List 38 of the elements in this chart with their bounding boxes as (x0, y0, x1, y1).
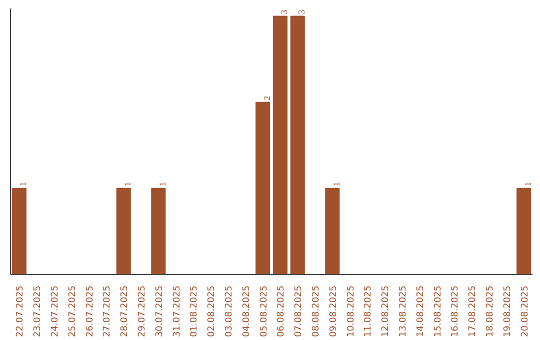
x-tick-label: 05.08.2025 (259, 286, 270, 338)
x-tick-label: 29.07.2025 (138, 286, 148, 338)
data-label: 1 (522, 182, 533, 186)
data-label: 1 (122, 182, 133, 186)
x-tick-label: 16.08.2025 (450, 286, 461, 338)
x-tick-label: 06.08.2025 (276, 286, 287, 338)
x-tick-label: 08.08.2025 (312, 286, 322, 338)
x-tick-label: 03.08.2025 (224, 286, 234, 338)
data-label: 1 (331, 182, 342, 186)
x-tick-label: 11.08.2025 (364, 286, 374, 338)
x-tick-label: 22.07.2025 (16, 286, 26, 338)
x-tick-label: 07.08.2025 (294, 286, 304, 338)
x-tick-label: 26.07.2025 (85, 286, 96, 338)
x-tick-label: 14.08.2025 (416, 286, 426, 338)
x-tick-label: 30.07.2025 (154, 286, 165, 338)
x-tick-label: 27.07.2025 (102, 286, 113, 338)
data-label: 3 (279, 9, 290, 14)
x-tick-label: 31.07.2025 (172, 286, 182, 338)
x-tick-label: 02.08.2025 (207, 286, 218, 338)
x-tick-label: 12.08.2025 (381, 286, 392, 338)
data-label: 3 (296, 9, 307, 14)
x-tick-label: 15.08.2025 (433, 286, 444, 338)
x-tick-label: 19.08.2025 (502, 286, 513, 338)
data-label: 1 (18, 182, 28, 186)
x-tick-label: 13.08.2025 (398, 286, 408, 338)
x-tick-label: 24.07.2025 (50, 286, 60, 338)
x-tick-label: 20.08.2025 (520, 286, 530, 338)
x-tick-label: 17.08.2025 (468, 286, 478, 338)
x-tick-label: 10.08.2025 (346, 286, 356, 338)
x-tick-label: 04.08.2025 (242, 286, 252, 338)
data-label: 1 (157, 182, 168, 186)
x-tick-label: 18.08.2025 (486, 286, 496, 338)
x-tick-label: 09.08.2025 (328, 286, 339, 338)
x-tick-label: 01.08.2025 (190, 286, 200, 338)
data-label: 2 (262, 96, 272, 100)
x-tick-label: 25.07.2025 (68, 286, 78, 338)
x-tick-label: 23.07.2025 (33, 286, 44, 338)
x-tick-label: 28.07.2025 (120, 286, 130, 338)
